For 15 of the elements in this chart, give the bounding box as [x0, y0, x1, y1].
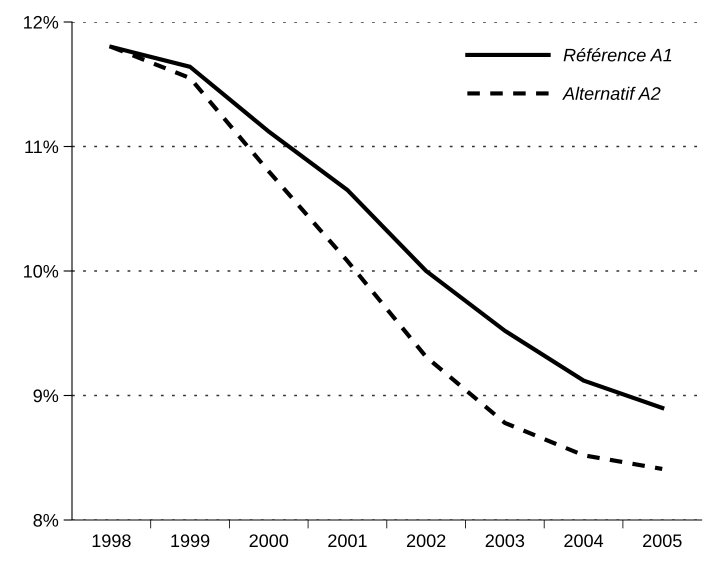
x-tick-label: 2001 [328, 534, 367, 548]
y-tick-label: 11% [25, 140, 58, 154]
x-tick-label: 2005 [643, 534, 682, 548]
y-tick-label: 12% [24, 16, 58, 29]
y-tick-label: 8% [33, 514, 58, 527]
x-tick-label: 2002 [406, 534, 446, 548]
y-tick-label: 9% [34, 389, 58, 402]
x-tick-label: 1998 [92, 534, 131, 548]
x-tick-label: 2000 [250, 534, 288, 548]
y-tick-label: 10% [24, 264, 58, 278]
legend-label: Référence A1 [564, 48, 672, 62]
x-tick-label: 2004 [564, 534, 604, 548]
x-tick-label: 2003 [486, 534, 524, 548]
x-tick-label: 1999 [171, 534, 210, 548]
legend-label: Alternatif A2 [562, 86, 660, 100]
